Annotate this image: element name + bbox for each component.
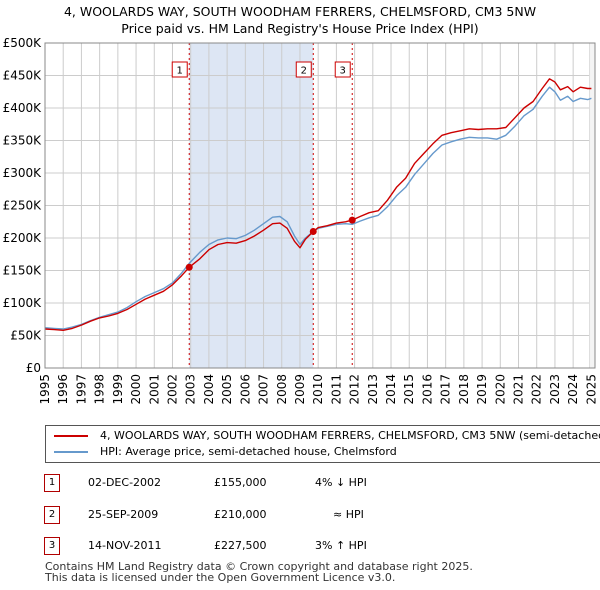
- transaction-date: 14-NOV-2011: [88, 539, 162, 552]
- x-tick-label: 2013: [366, 374, 380, 405]
- transaction-label-box: [334, 61, 351, 78]
- x-tick-label: 2008: [275, 374, 289, 405]
- transaction-number: 3: [44, 537, 60, 555]
- x-tick-label: 2009: [293, 374, 307, 405]
- transaction-label: 1: [177, 66, 183, 77]
- footer-licence: This data is licensed under the Open Gov…: [45, 571, 396, 584]
- y-tick-label: £300K: [3, 166, 43, 180]
- transaction-date: 02-DEC-2002: [88, 476, 162, 489]
- transaction-label: 2: [301, 66, 307, 77]
- y-tick-label: £400K: [3, 101, 43, 115]
- x-tick-label: 2001: [147, 374, 161, 405]
- y-tick-label: £250K: [3, 199, 43, 213]
- y-tick-label: £450K: [3, 69, 43, 83]
- x-tick-label: 2014: [384, 374, 398, 405]
- legend-label-property: 4, WOOLARDS WAY, SOUTH WOODHAM FERRERS, …: [100, 429, 600, 442]
- y-tick-label: £200K: [3, 231, 43, 245]
- transaction-label-box: [171, 61, 188, 78]
- y-tick-label: £0: [26, 361, 41, 375]
- x-tick-label: 2015: [402, 374, 416, 405]
- legend-swatch-property: [54, 435, 88, 437]
- x-tick-label: 2022: [530, 374, 544, 405]
- x-tick-label: 2021: [512, 374, 526, 405]
- sale-point: [309, 228, 317, 235]
- transaction-label-box: [295, 61, 312, 78]
- x-tick-label: 2002: [165, 374, 179, 405]
- x-tick-label: 2010: [311, 374, 325, 405]
- transaction-hpi: 3% ↑ HPI: [315, 539, 367, 552]
- y-tick-label: £500K: [3, 36, 43, 50]
- x-tick-label: 2024: [566, 374, 580, 405]
- x-tick-label: 2012: [348, 374, 362, 405]
- y-tick-label: £350K: [3, 134, 43, 148]
- x-tick-label: 2020: [493, 374, 507, 405]
- chart-subtitle: Price paid vs. HM Land Registry's House …: [121, 21, 479, 36]
- x-tick-label: 2000: [129, 374, 143, 405]
- transaction-label: 3: [340, 66, 346, 77]
- x-tick-label: 2006: [238, 374, 252, 405]
- x-tick-label: 2005: [220, 374, 234, 405]
- y-tick-label: £100K: [3, 296, 43, 310]
- legend-swatch-hpi: [54, 451, 88, 453]
- legend-label-hpi: HPI: Average price, semi-detached house,…: [100, 445, 397, 458]
- plot-frame: [44, 42, 596, 369]
- x-tick-label: 2003: [184, 374, 198, 405]
- x-tick-label: 1998: [93, 374, 107, 405]
- x-tick-label: 2016: [420, 374, 434, 405]
- transaction-number: 2: [44, 506, 60, 524]
- x-tick-label: 1996: [56, 374, 70, 405]
- x-tick-label: 2023: [548, 374, 562, 405]
- x-tick-label: 2011: [329, 374, 343, 405]
- footer: Contains HM Land Registry data © Crown c…: [45, 561, 473, 583]
- forecast-hatch: [589, 42, 596, 369]
- x-tick-label: 2004: [202, 374, 216, 405]
- y-tick-label: £150K: [3, 264, 43, 278]
- x-tick-label: 1995: [38, 374, 52, 405]
- transaction-price: £210,000: [214, 508, 267, 521]
- sale-point: [185, 263, 193, 271]
- transaction-hpi: ≈ HPI: [333, 508, 364, 521]
- y-tick-label: £50K: [10, 329, 42, 343]
- x-tick-label: 2007: [257, 374, 271, 405]
- footer-copyright: Contains HM Land Registry data © Crown c…: [45, 560, 473, 573]
- transaction-date: 25-SEP-2009: [88, 508, 159, 521]
- transaction-hpi: 4% ↓ HPI: [315, 476, 367, 489]
- x-tick-label: 1999: [111, 374, 125, 405]
- x-tick-label: 2017: [439, 374, 453, 405]
- x-tick-label: 2025: [584, 374, 598, 405]
- x-tick-label: 2018: [457, 374, 471, 405]
- x-tick-label: 2019: [475, 374, 489, 405]
- transaction-price: £227,500: [214, 539, 267, 552]
- x-tick-label: 1997: [74, 374, 88, 405]
- price-chart: 1 2 3 £0 £50K £100K £150K £200K £250K £300K £350K £…: [3, 36, 599, 405]
- legend: 4, WOOLARDS WAY, SOUTH WOODHAM FERRERS, …: [45, 425, 600, 463]
- sale-point: [348, 216, 356, 224]
- transaction-number: 1: [44, 474, 60, 492]
- property-price-line: [44, 78, 592, 331]
- transaction-price: £155,000: [214, 476, 267, 489]
- chart-title: 4, WOOLARDS WAY, SOUTH WOODHAM FERRERS, …: [63, 4, 537, 19]
